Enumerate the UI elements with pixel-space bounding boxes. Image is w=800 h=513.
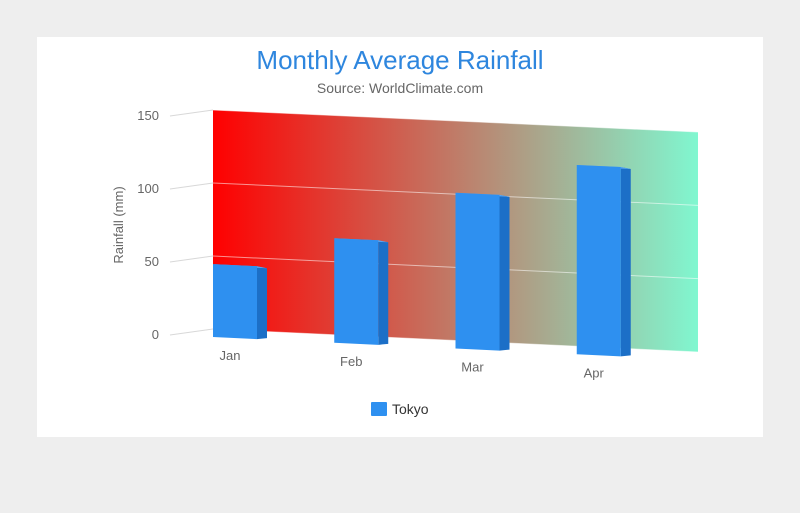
bar-side — [620, 166, 631, 357]
bar-side — [378, 240, 389, 345]
gridline-side — [169, 182, 214, 190]
x-tick-label: Feb — [340, 354, 362, 369]
bar-side — [499, 194, 510, 351]
chart-title: Monthly Average Rainfall — [256, 45, 543, 75]
y-axis-title: Rainfall (mm) — [111, 186, 126, 263]
gridline-side — [169, 109, 214, 117]
legend[interactable]: Tokyo — [371, 401, 429, 417]
gridline-side — [169, 255, 214, 263]
bar[interactable] — [576, 164, 621, 357]
y-tick-label: 50 — [145, 254, 159, 269]
y-tick-label: 150 — [137, 108, 159, 123]
bar[interactable] — [213, 264, 257, 340]
chart-subtitle: Source: WorldClimate.com — [317, 80, 483, 96]
bar-side — [257, 266, 267, 340]
y-tick-label: 100 — [137, 181, 159, 196]
gridline — [212, 109, 699, 133]
x-tick-label: Mar — [461, 360, 484, 375]
legend-swatch[interactable] — [371, 402, 387, 416]
x-tick-label: Apr — [584, 365, 605, 380]
gridline-side — [169, 328, 214, 336]
legend-label[interactable]: Tokyo — [392, 401, 429, 417]
bar[interactable] — [334, 238, 379, 345]
bar[interactable] — [455, 192, 500, 351]
y-tick-label: 0 — [152, 327, 159, 342]
x-tick-label: Jan — [220, 348, 241, 363]
